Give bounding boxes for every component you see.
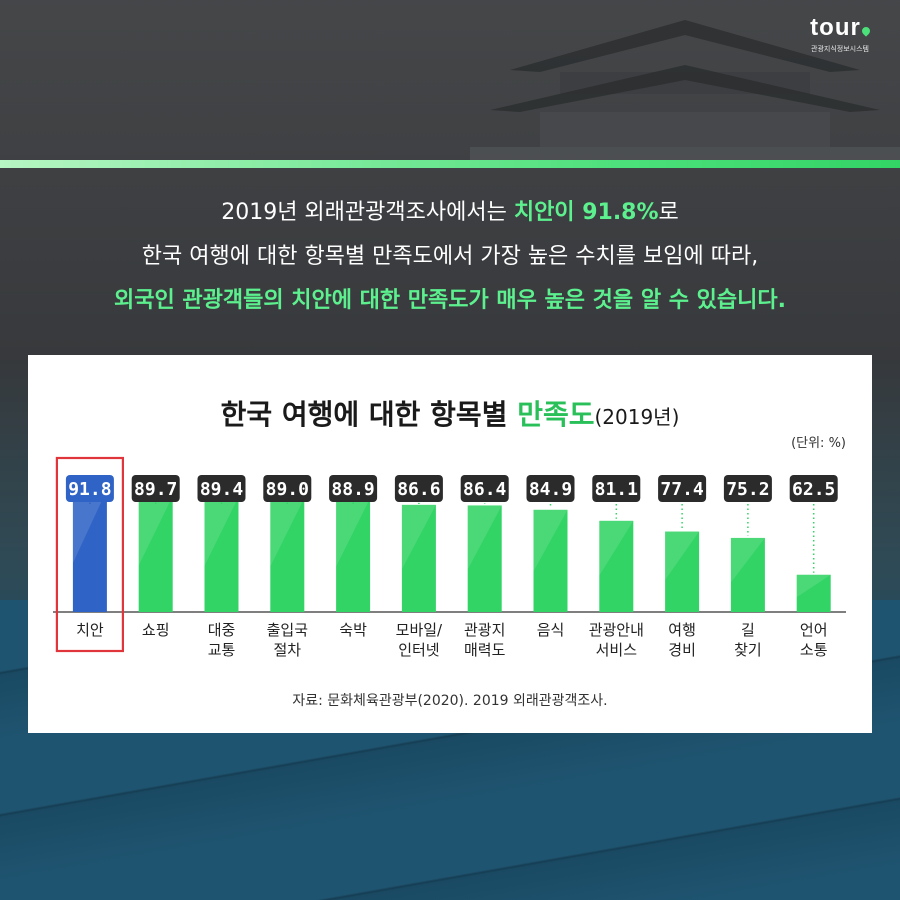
bar-9	[665, 531, 700, 612]
bar-shine-5	[401, 504, 436, 570]
value-label-2: 89.4	[200, 479, 244, 500]
category-label-0-0: 치안	[76, 621, 104, 639]
bar-10	[730, 537, 765, 612]
category-label-8-1: 서비스	[596, 641, 638, 659]
chart-title-highlight: 만족도	[517, 398, 595, 431]
category-label-2-1: 교통	[208, 641, 236, 659]
category-label-11-0: 언어	[800, 621, 828, 639]
bar-shine-10	[730, 537, 765, 583]
intro-line-2: 한국 여행에 대한 항목별 만족도에서 가장 높은 수치를 보임에 따라,	[141, 244, 759, 269]
category-label-2-0: 대중	[208, 621, 236, 639]
value-label-6: 86.4	[463, 479, 507, 500]
intro-line-3: 외국인 관광객들의 치안에 대한 만족도가 매우 높은 것을 알 수 있습니다.	[114, 288, 786, 313]
value-label-0: 91.8	[68, 479, 111, 500]
category-label-10-1: 찾기	[734, 641, 762, 659]
bar-5	[401, 504, 436, 612]
intro-line-1: 2019년 외래관광객조사에서는 치안이 91.8%로	[221, 200, 679, 225]
chart-title: 한국 여행에 대한 항목별 만족도(2019년)	[220, 398, 680, 431]
value-label-bg-4	[329, 475, 378, 502]
bar-4	[336, 498, 371, 612]
bar-3	[270, 497, 305, 612]
value-label-9: 77.4	[660, 479, 704, 500]
bar-8	[599, 520, 634, 612]
category-label-4-0: 숙박	[339, 621, 367, 639]
bar-shine-1	[138, 495, 173, 566]
category-label-11-1: 소통	[800, 641, 828, 659]
bar-shine-2	[204, 496, 239, 566]
bar-shine-0	[72, 489, 107, 564]
value-label-bg-0	[65, 475, 114, 502]
value-label-4: 88.9	[331, 479, 374, 500]
bar-2	[204, 496, 239, 612]
category-label-3-1: 절차	[273, 641, 301, 659]
tour-logo: tour 관광지식정보시스템	[800, 14, 880, 64]
value-label-bg-11	[789, 475, 838, 502]
value-label-11: 62.5	[792, 479, 835, 500]
source-note: 자료: 문화체육관광부(2020). 2019 외래관광객조사.	[292, 693, 608, 709]
background-photo	[0, 0, 900, 360]
bar-7	[533, 509, 568, 612]
bar-6	[467, 505, 502, 612]
category-label-9-1: 경비	[668, 641, 696, 659]
chart-title-year: (2019년)	[594, 405, 680, 429]
location-pin-icon	[860, 25, 872, 37]
highlight-box	[55, 456, 124, 653]
bar-1	[138, 495, 173, 612]
category-label-7-0: 음식	[537, 621, 565, 639]
bar-11	[796, 574, 831, 612]
unit-label: (단위: %)	[791, 436, 846, 451]
bar-shine-4	[336, 498, 371, 567]
category-label-3-0: 출입국	[267, 621, 309, 639]
value-label-1: 89.7	[134, 479, 177, 500]
category-label-1-0: 쇼핑	[142, 621, 170, 639]
value-label-bg-2	[197, 475, 246, 502]
value-label-7: 84.9	[529, 479, 572, 500]
value-label-bg-5	[394, 475, 443, 502]
intro-highlight: 치안이 91.8%	[513, 200, 659, 225]
value-label-5: 86.6	[397, 479, 440, 500]
value-label-bg-1	[131, 475, 180, 502]
value-label-bg-6	[460, 475, 509, 502]
category-label-9-0: 여행	[668, 621, 696, 639]
value-label-8: 81.1	[595, 479, 638, 500]
value-label-bg-9	[658, 475, 707, 502]
category-label-5-1: 인터넷	[398, 641, 439, 659]
category-label-8-0: 관광안내	[589, 621, 644, 639]
chart-card: 한국 여행에 대한 항목별 만족도(2019년) (단위: %) 91.8 치안 8…	[28, 355, 872, 733]
category-label-6-1: 매력도	[464, 641, 506, 659]
category-label-6-0: 관광지	[464, 621, 505, 639]
value-label-bg-3	[263, 475, 312, 502]
palace-silhouette	[470, 20, 900, 160]
category-label-10-0: 길	[741, 621, 755, 639]
bar-0	[72, 489, 107, 612]
value-label-3: 89.0	[266, 479, 309, 500]
category-label-5-0: 모바일/	[396, 621, 443, 639]
value-label-10: 75.2	[726, 479, 769, 500]
value-label-bg-8	[592, 475, 641, 502]
accent-line	[0, 160, 900, 168]
value-label-bg-7	[526, 475, 575, 502]
value-label-bg-10	[723, 475, 772, 502]
